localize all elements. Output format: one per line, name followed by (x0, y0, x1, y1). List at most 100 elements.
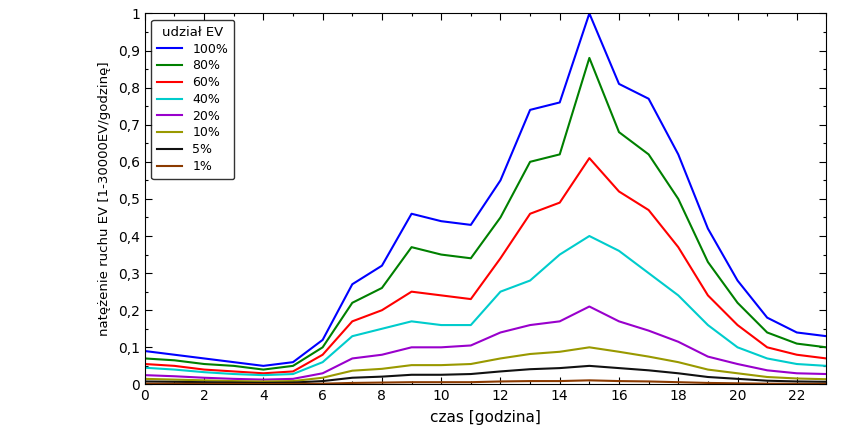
40% (377, 326, 387, 332)
10% (525, 351, 535, 357)
40% (318, 359, 328, 365)
1% (170, 381, 180, 387)
20% (762, 367, 772, 373)
10% (436, 363, 446, 368)
60% (703, 293, 713, 298)
60% (318, 352, 328, 358)
Line: 10%: 10% (145, 347, 826, 381)
40% (436, 322, 446, 328)
80% (584, 55, 595, 61)
1% (347, 380, 357, 386)
80% (792, 341, 802, 346)
10% (466, 361, 476, 367)
5% (228, 380, 239, 385)
100% (347, 282, 357, 287)
1% (584, 378, 595, 383)
100% (673, 152, 683, 157)
80% (406, 245, 417, 250)
80% (436, 252, 446, 257)
10% (170, 377, 180, 382)
1% (673, 380, 683, 385)
1% (703, 380, 713, 386)
5% (762, 378, 772, 384)
80% (318, 345, 328, 350)
40% (614, 248, 625, 253)
5% (288, 380, 298, 385)
40% (406, 319, 417, 324)
Line: 40%: 40% (145, 236, 826, 375)
100% (228, 359, 239, 365)
40% (673, 293, 683, 298)
100% (288, 359, 298, 365)
1% (258, 381, 268, 387)
80% (525, 159, 535, 164)
80% (258, 367, 268, 372)
60% (466, 296, 476, 302)
20% (258, 377, 268, 382)
5% (199, 380, 210, 385)
20% (733, 361, 743, 367)
10% (140, 376, 150, 382)
40% (733, 345, 743, 350)
100% (466, 222, 476, 228)
10% (288, 379, 298, 384)
Legend: 100%, 80%, 60%, 40%, 20%, 10%, 5%, 1%: 100%, 80%, 60%, 40%, 20%, 10%, 5%, 1% (151, 20, 234, 179)
80% (703, 259, 713, 265)
Line: 80%: 80% (145, 58, 826, 370)
20% (318, 371, 328, 376)
5% (495, 369, 505, 374)
1% (140, 381, 150, 386)
80% (555, 152, 565, 157)
40% (584, 233, 595, 239)
60% (228, 369, 239, 374)
10% (703, 367, 713, 372)
20% (673, 339, 683, 345)
5% (318, 379, 328, 384)
60% (170, 363, 180, 368)
100% (377, 263, 387, 268)
5% (673, 371, 683, 376)
X-axis label: czas [godzina]: czas [godzina] (430, 410, 541, 425)
60% (584, 156, 595, 161)
40% (792, 361, 802, 367)
20% (436, 345, 446, 350)
20% (377, 352, 387, 358)
10% (228, 379, 239, 384)
20% (288, 376, 298, 382)
Y-axis label: natężenie ruchu EV [1-30000EV/godzinę]: natężenie ruchu EV [1-30000EV/godzinę] (98, 62, 111, 336)
40% (821, 363, 832, 368)
100% (584, 11, 595, 16)
80% (347, 300, 357, 305)
10% (762, 374, 772, 380)
Line: 20%: 20% (145, 307, 826, 380)
5% (170, 379, 180, 384)
100% (406, 211, 417, 216)
20% (140, 372, 150, 378)
20% (614, 319, 625, 324)
10% (406, 363, 417, 368)
80% (466, 256, 476, 261)
5% (258, 380, 268, 386)
40% (555, 252, 565, 257)
60% (762, 345, 772, 350)
60% (377, 308, 387, 313)
100% (318, 337, 328, 342)
80% (614, 130, 625, 135)
10% (318, 375, 328, 380)
5% (555, 365, 565, 371)
60% (643, 207, 653, 213)
40% (762, 356, 772, 361)
40% (140, 365, 150, 371)
100% (555, 100, 565, 105)
40% (228, 371, 239, 377)
60% (495, 256, 505, 261)
40% (288, 371, 298, 377)
40% (347, 333, 357, 339)
1% (643, 379, 653, 384)
20% (643, 328, 653, 333)
Line: 100%: 100% (145, 13, 826, 366)
40% (525, 278, 535, 283)
40% (170, 367, 180, 372)
100% (258, 363, 268, 368)
60% (555, 200, 565, 205)
